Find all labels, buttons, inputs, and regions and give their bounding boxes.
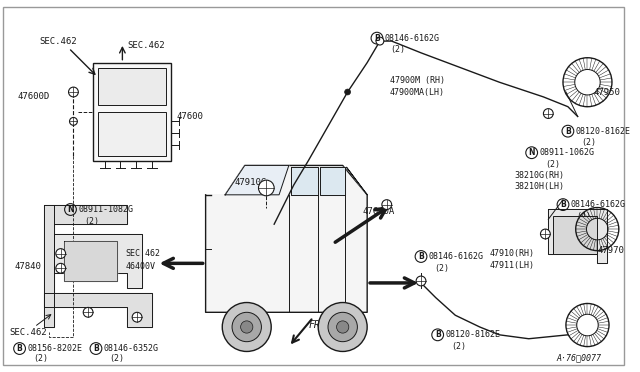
Text: 38210H(LH): 38210H(LH) — [514, 183, 564, 192]
Text: 47600: 47600 — [176, 112, 203, 121]
Polygon shape — [225, 166, 289, 195]
Text: (2): (2) — [109, 354, 125, 363]
Polygon shape — [205, 166, 367, 312]
Text: 08156-8202E: 08156-8202E — [28, 344, 83, 353]
Text: SEC.462: SEC.462 — [125, 249, 161, 258]
Circle shape — [345, 89, 351, 95]
Circle shape — [241, 321, 253, 333]
Text: 08146-6162G: 08146-6162G — [429, 252, 484, 261]
Text: SEC.462: SEC.462 — [127, 41, 165, 49]
Polygon shape — [347, 167, 367, 195]
Circle shape — [232, 312, 261, 341]
Text: 08120-8162E: 08120-8162E — [445, 330, 500, 339]
Text: 47910(RH): 47910(RH) — [490, 249, 534, 258]
Text: 47600D: 47600D — [18, 92, 50, 102]
Text: B: B — [17, 344, 22, 353]
Circle shape — [318, 302, 367, 352]
Circle shape — [83, 307, 93, 317]
Circle shape — [70, 118, 77, 125]
Text: (2): (2) — [390, 45, 406, 54]
Text: 08146-6162G: 08146-6162G — [385, 33, 440, 43]
Circle shape — [540, 229, 550, 239]
Text: B: B — [560, 200, 566, 209]
Bar — [98, 68, 166, 105]
Polygon shape — [54, 234, 142, 288]
Text: (2): (2) — [435, 264, 450, 273]
Circle shape — [132, 312, 142, 322]
Text: B: B — [565, 127, 571, 136]
Text: (4): (4) — [577, 212, 592, 221]
Text: B: B — [435, 330, 440, 339]
Text: N: N — [529, 148, 535, 157]
Circle shape — [56, 263, 66, 273]
Text: (2): (2) — [451, 342, 467, 351]
Polygon shape — [44, 293, 152, 327]
Polygon shape — [44, 205, 54, 327]
Text: A·76（0077: A·76（0077 — [556, 354, 601, 363]
Circle shape — [543, 109, 553, 118]
Text: 38210G(RH): 38210G(RH) — [514, 171, 564, 180]
Text: (2): (2) — [582, 138, 596, 147]
Circle shape — [328, 312, 357, 341]
Bar — [98, 112, 166, 155]
Bar — [93, 62, 172, 161]
Text: FRONT: FRONT — [308, 320, 338, 330]
Text: N: N — [67, 205, 74, 214]
Text: B: B — [374, 33, 380, 43]
Text: SEC.462: SEC.462 — [39, 36, 77, 46]
Polygon shape — [63, 241, 118, 281]
Circle shape — [56, 248, 66, 259]
Text: B: B — [93, 344, 99, 353]
Polygon shape — [320, 167, 345, 195]
Polygon shape — [548, 209, 607, 263]
Text: 47910G: 47910G — [235, 177, 268, 187]
Circle shape — [222, 302, 271, 352]
Polygon shape — [54, 205, 127, 224]
Text: B: B — [418, 252, 424, 261]
Circle shape — [376, 37, 384, 45]
Circle shape — [68, 87, 78, 97]
Text: (2): (2) — [545, 160, 561, 169]
Circle shape — [382, 200, 392, 209]
Text: 08146-6352G: 08146-6352G — [104, 344, 159, 353]
Text: SEC.462: SEC.462 — [10, 328, 47, 337]
Text: 08911-1062G: 08911-1062G — [540, 148, 595, 157]
Text: 47970: 47970 — [597, 246, 624, 255]
Text: 47950: 47950 — [593, 87, 620, 96]
Text: 08120-8162E: 08120-8162E — [576, 127, 631, 136]
Text: 08146-6162G: 08146-6162G — [571, 200, 626, 209]
Circle shape — [416, 276, 426, 286]
Text: (2): (2) — [84, 217, 99, 226]
Polygon shape — [291, 167, 318, 195]
Text: 47900M (RH): 47900M (RH) — [390, 76, 445, 85]
Text: 08911-1082G: 08911-1082G — [78, 205, 133, 214]
Bar — [553, 217, 597, 254]
Text: 47840: 47840 — [15, 262, 42, 271]
Text: 47640A: 47640A — [362, 207, 394, 216]
Text: 47900MA(LH): 47900MA(LH) — [390, 87, 445, 96]
Text: 46400V: 46400V — [125, 262, 156, 271]
Circle shape — [337, 321, 349, 333]
Text: 47911(LH): 47911(LH) — [490, 261, 534, 270]
Circle shape — [259, 180, 274, 196]
Text: (2): (2) — [33, 354, 48, 363]
